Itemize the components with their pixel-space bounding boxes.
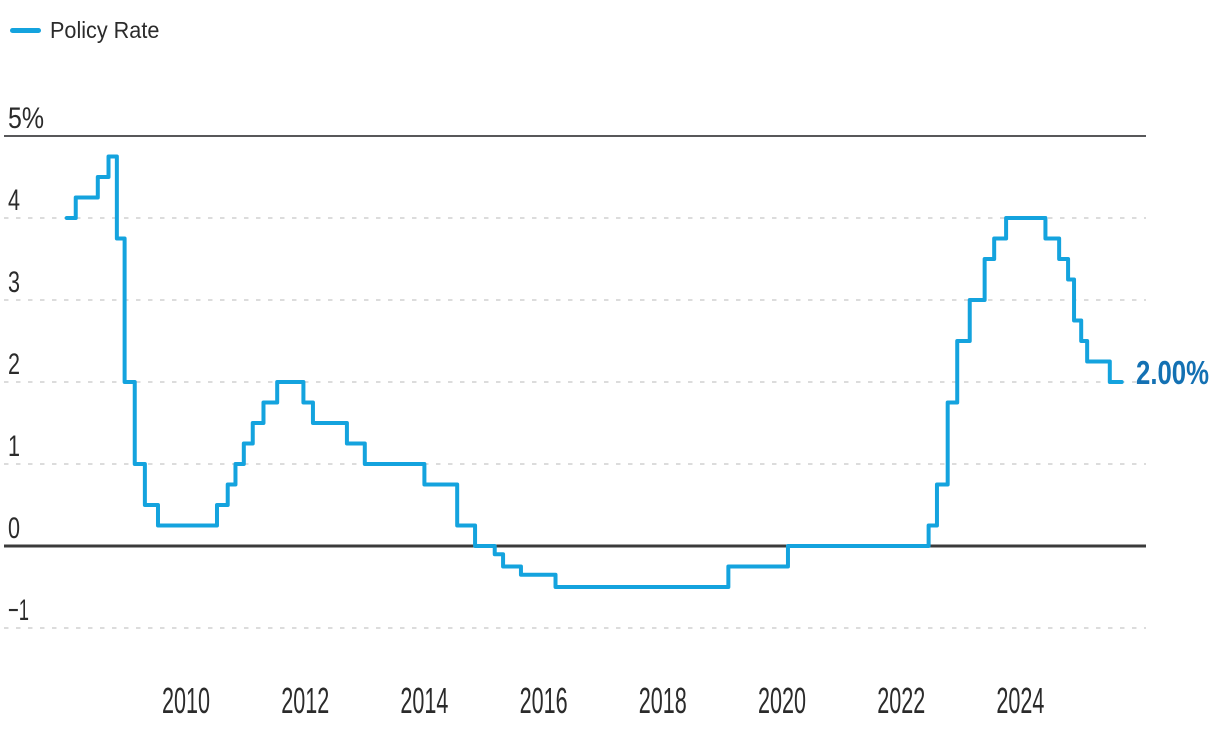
x-axis-label-2012: 2012 [281,680,329,721]
y-axis-label-3: 3 [8,266,20,299]
y-axis-label-−1: −1 [8,594,29,627]
x-axis-label-2022: 2022 [877,680,925,721]
x-axis-label-2020: 2020 [758,680,806,721]
policy-rate-series-swatch [10,28,41,33]
x-axis-label-2010: 2010 [162,680,210,721]
y-axis-label-2: 2 [8,348,20,381]
policy-rate-series-label: Policy Rate [50,17,160,43]
x-axis-label-2016: 2016 [520,680,568,721]
policy-rate-line [64,154,1124,589]
x-axis-label-2024: 2024 [996,680,1044,721]
x-axis-label-2018: 2018 [639,680,687,721]
y-axis-label-5%: 5% [8,102,44,135]
y-axis-label-4: 4 [8,184,20,217]
end-value-label: 2.00% [1136,354,1209,391]
chart-legend: Policy Rate [10,19,166,42]
y-axis-label-1: 1 [8,430,20,463]
y-axis-label-0: 0 [8,512,20,545]
x-axis-label-2014: 2014 [400,680,448,721]
